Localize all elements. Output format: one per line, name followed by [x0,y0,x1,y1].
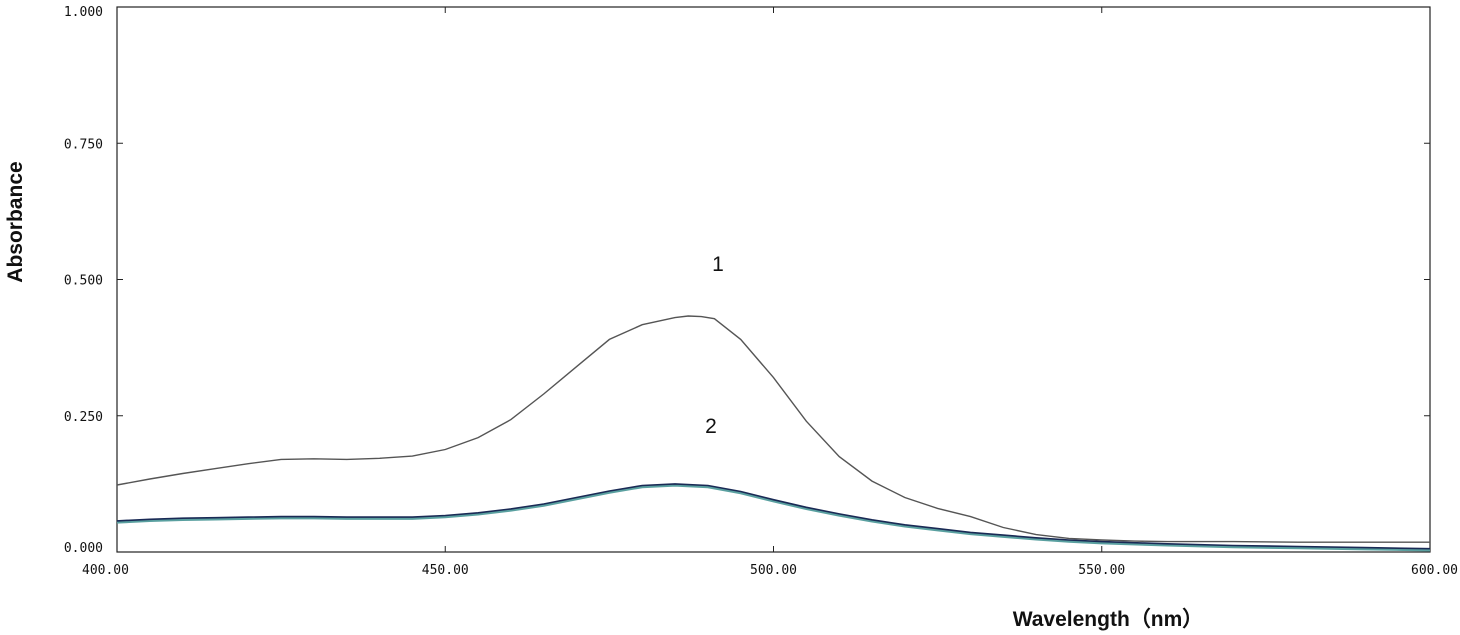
y-tick-label: 0.500 [64,274,103,289]
series-2-shadow-line [116,484,1431,552]
x-tick-label: 500.00 [750,563,797,578]
x-tick-label: 400.00 [82,563,129,578]
y-axis-title: Absorbance [4,161,27,282]
curve-label-1: 1 [712,253,724,276]
x-tick-label: 600.00 [1411,563,1458,578]
series-2-line [116,483,1431,550]
x-tick-label: 550.00 [1078,563,1125,578]
y-tick-label: 0.250 [64,410,103,425]
series-lines [116,315,1431,552]
y-tick-label: 1.000 [64,5,103,20]
curve-label-2: 2 [705,415,717,438]
tick-labels: 400.00 450.00 500.00 550.00 600.00 0.000 0.250… [64,5,1458,578]
y-tick-label: 0.000 [64,541,103,556]
series-1-line [116,315,1430,543]
x-axis-title: Wavelength（nm） [1013,607,1204,631]
plot-frame [116,6,1431,553]
x-tick-label: 450.00 [422,563,469,578]
y-tick-label: 0.750 [64,137,103,152]
tick-marks [116,6,1431,553]
